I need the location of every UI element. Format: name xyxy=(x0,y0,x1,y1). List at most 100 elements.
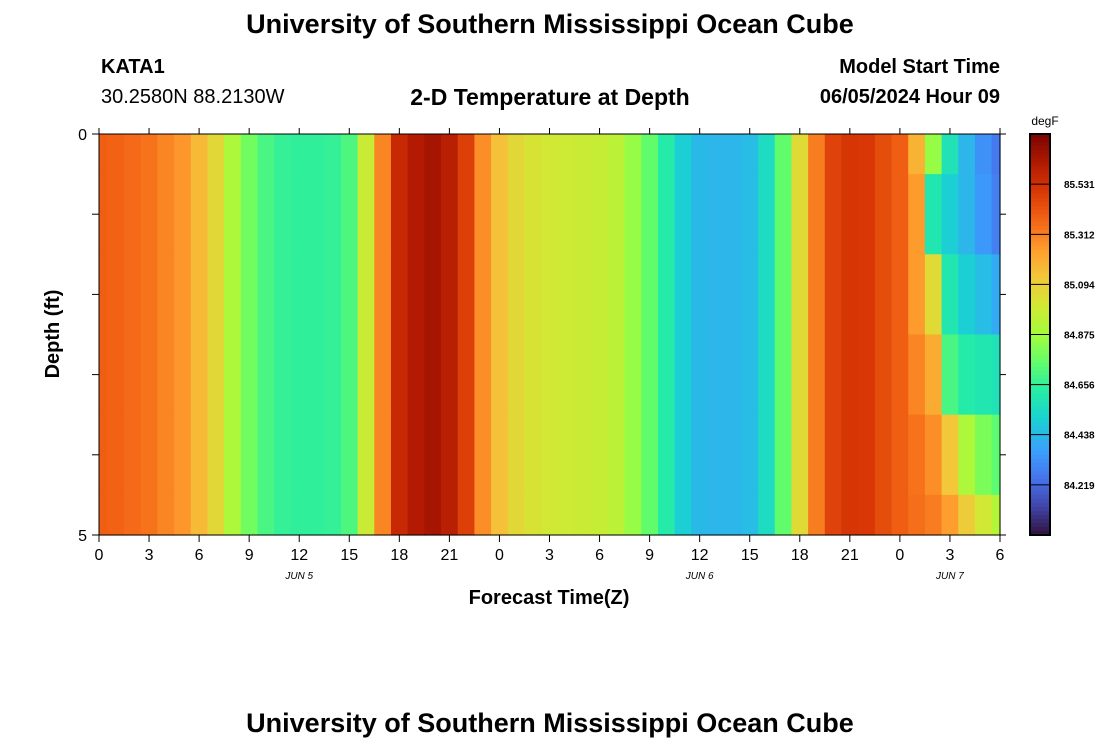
x-tick-label: 6 xyxy=(195,547,204,564)
heatmap-cell xyxy=(257,174,275,255)
colorbar-step xyxy=(1030,318,1050,324)
heatmap-cell xyxy=(958,134,976,175)
heatmap-cell xyxy=(641,174,659,255)
colorbar-step xyxy=(1030,518,1050,524)
heatmap-cell xyxy=(974,134,993,175)
heatmap-cell xyxy=(824,414,843,496)
heatmap-cell xyxy=(357,254,375,336)
heatmap-cell xyxy=(374,494,392,536)
heatmap-cell xyxy=(524,334,542,416)
x-tick-label: 15 xyxy=(741,547,759,564)
x-tick-label: 18 xyxy=(791,547,809,564)
heatmap-cell xyxy=(808,494,826,536)
colorbar-step xyxy=(1030,194,1050,199)
heatmap-cell xyxy=(791,254,809,336)
heatmap-cell xyxy=(407,494,425,536)
colorbar-step xyxy=(1030,434,1050,440)
heatmap-cell xyxy=(641,334,659,416)
heatmap-cell xyxy=(224,494,242,536)
colorbar-step xyxy=(1030,310,1050,316)
heatmap-cell xyxy=(174,134,192,175)
colorbar-step xyxy=(1030,394,1050,400)
colorbar-step xyxy=(1030,162,1050,167)
heatmap-cell xyxy=(507,174,526,255)
heatmap-cell xyxy=(691,494,709,536)
colorbar-step xyxy=(1030,470,1050,476)
colorbar-step xyxy=(1030,410,1050,416)
colorbar-step xyxy=(1030,442,1050,448)
colorbar-step xyxy=(1030,286,1050,291)
x-tick-label: 12 xyxy=(290,547,308,564)
heatmap-cell xyxy=(674,414,692,496)
heatmap-cell xyxy=(407,254,425,336)
heatmap-cell xyxy=(874,334,893,416)
heatmap-cell xyxy=(207,494,225,536)
heatmap-cell xyxy=(224,334,242,416)
heatmap-cell xyxy=(891,254,909,336)
heatmap-cell xyxy=(724,134,742,175)
heatmap-cell xyxy=(374,254,392,336)
heatmap-cell xyxy=(991,414,1001,496)
heatmap-cell xyxy=(224,254,242,336)
colorbar-step xyxy=(1030,458,1050,464)
heatmap-cell xyxy=(257,254,275,336)
heatmap-cell xyxy=(507,334,526,416)
heatmap-cell xyxy=(774,134,793,175)
heatmap-cell xyxy=(657,334,676,416)
heatmap-cell xyxy=(941,174,959,255)
heatmap-cell xyxy=(524,414,542,496)
heatmap-cell xyxy=(157,134,175,175)
heatmap-cell xyxy=(274,254,292,336)
heatmap-cell xyxy=(824,254,843,336)
heatmap-cell xyxy=(691,174,709,255)
heatmap-cell xyxy=(524,494,542,536)
colorbar-step xyxy=(1030,398,1050,404)
y-tick-label: 0 xyxy=(78,127,87,144)
heatmap-cell xyxy=(390,134,409,175)
heatmap-cell xyxy=(124,254,142,336)
colorbar-step xyxy=(1030,498,1050,504)
heatmap-cell xyxy=(324,494,342,536)
heatmap-cell xyxy=(841,174,859,255)
colorbar-step xyxy=(1030,506,1050,512)
heatmap-cell xyxy=(908,494,926,536)
heatmap-cell xyxy=(491,334,509,416)
heatmap-cell xyxy=(474,334,492,416)
heatmap-cell xyxy=(190,334,209,416)
colorbar-unit: degF xyxy=(1031,114,1058,128)
heatmap-cell xyxy=(290,494,309,536)
heatmap-cell xyxy=(474,134,492,175)
colorbar-step xyxy=(1030,330,1050,336)
heatmap-cell xyxy=(140,134,158,175)
heatmap-cell xyxy=(374,134,392,175)
heatmap-cell xyxy=(657,134,676,175)
heatmap-cell xyxy=(991,254,1001,336)
heatmap-cell xyxy=(774,494,793,536)
x-tick-label: 12 xyxy=(691,547,709,564)
heatmap-cell xyxy=(941,494,959,536)
heatmap-cell xyxy=(457,494,476,536)
heatmap-cell xyxy=(974,414,993,496)
heatmap-cell xyxy=(390,334,409,416)
heatmap-cell xyxy=(858,414,876,496)
heatmap-cell xyxy=(774,174,793,255)
heatmap-cell xyxy=(991,494,1001,536)
heatmap-cell xyxy=(808,134,826,175)
heatmap-cell xyxy=(340,414,359,496)
colorbar-step xyxy=(1030,290,1050,295)
colorbar-step xyxy=(1030,270,1050,275)
colorbar-step xyxy=(1030,454,1050,460)
model-start-value: 06/05/2024 Hour 09 xyxy=(819,86,1000,108)
heatmap-cell xyxy=(591,174,609,255)
heatmap-cell xyxy=(541,174,559,255)
colorbar-step xyxy=(1030,446,1050,452)
heatmap-cell xyxy=(574,174,592,255)
colorbar-tick-label: 85.531 xyxy=(1064,180,1095,191)
heatmap-cell xyxy=(674,134,692,175)
heatmap-cell xyxy=(124,414,142,496)
heatmap-cell xyxy=(324,174,342,255)
heatmap-cell xyxy=(474,174,492,255)
heatmap-cell xyxy=(941,134,959,175)
heatmap-cell xyxy=(674,334,692,416)
heatmap-cell xyxy=(958,254,976,336)
